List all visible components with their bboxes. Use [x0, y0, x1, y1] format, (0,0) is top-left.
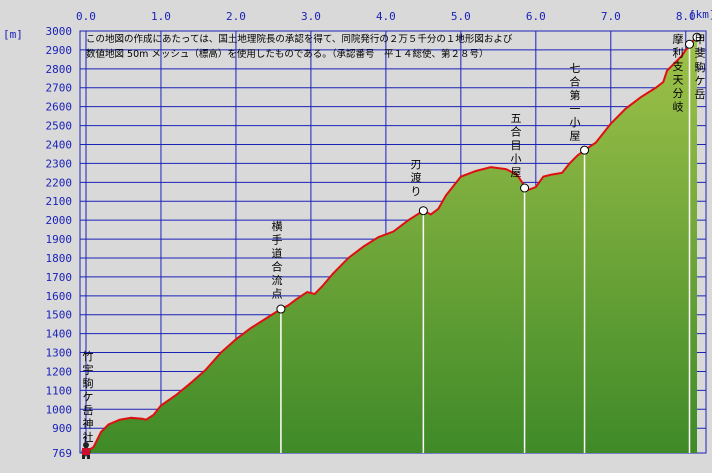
x-tick-label: 1.0	[151, 10, 171, 23]
hiker-icon	[82, 442, 90, 459]
annotation-char: 竹	[83, 349, 94, 363]
annotation-char: 岳	[83, 404, 94, 417]
annotation-char: 屋	[570, 130, 581, 143]
annotation-char: 宇	[83, 364, 94, 377]
y-tick-label: 1600	[46, 290, 73, 303]
annotation-char: ケ	[83, 391, 94, 404]
x-tick-label: 3.0	[301, 10, 321, 23]
y-tick-label: 1800	[46, 252, 73, 265]
y-tick-label: 1000	[46, 403, 73, 416]
y-tick-label: 1300	[46, 347, 73, 360]
y-tick-label: 2600	[46, 101, 73, 114]
notice-line: 数値地図 50m メッシュ（標高）を使用したものである。（承認番号 平１４総使、…	[86, 48, 489, 60]
annotation-char: 利	[673, 47, 684, 60]
x-tick-label: 0.0	[76, 10, 96, 23]
annotation-char: 道	[272, 246, 283, 260]
annotation-char: 摩	[673, 32, 684, 46]
annotation-char: 屋	[511, 166, 522, 179]
point-marker	[276, 304, 286, 314]
elevation-area	[85, 36, 698, 453]
annotation-char: 五	[511, 112, 522, 125]
annotation-char: ケ	[695, 75, 706, 88]
y-tick-label: 1500	[46, 309, 73, 322]
annotation-char: 合	[272, 260, 283, 274]
x-tick-label: 7.0	[601, 10, 621, 23]
annotation-char: 目	[511, 139, 522, 152]
annotation-char: 甲	[695, 33, 706, 46]
y-tick-label: 2800	[46, 63, 73, 76]
annotation-char: 駒	[695, 61, 706, 74]
annotation-char: 神	[83, 417, 94, 431]
annotation-char: 駒	[83, 377, 94, 390]
annotation-char: 支	[673, 60, 684, 73]
annotation-char: 渡	[411, 171, 422, 185]
y-tick-label: 1700	[46, 271, 73, 284]
y-tick-label: 769	[52, 447, 72, 460]
annotation-char: り	[411, 185, 422, 198]
x-tick-label: 5.0	[451, 10, 471, 23]
annotation-char: 小	[570, 116, 581, 129]
y-tick-label: 2400	[46, 138, 73, 151]
y-tick-label: 2300	[46, 157, 73, 170]
notice-line: この地図の作成にあたっては、国土地理院長の承認を得て、同院発行の２万５千分の１地…	[86, 33, 513, 45]
y-tick-label: 2000	[46, 214, 73, 227]
annotation-char: 七	[570, 62, 581, 75]
y-tick-label: 900	[52, 422, 72, 435]
annotation-char: 第	[570, 88, 581, 102]
y-tick-label: 2200	[46, 176, 73, 189]
map-approval-notice: この地図の作成にあたっては、国土地理院長の承認を得て、同院発行の２万５千分の１地…	[86, 33, 513, 60]
annotation-char: 分	[673, 87, 684, 100]
annotation-char: 小	[511, 153, 522, 166]
y-tick-label: 1200	[46, 365, 73, 378]
x-tick-label: 2.0	[226, 10, 246, 23]
point-marker	[580, 145, 590, 155]
annotation-char: 天	[673, 74, 684, 87]
y-tick-label: 2100	[46, 195, 73, 208]
x-tick-label: 4.0	[376, 10, 396, 23]
annotation-char: 刃	[411, 158, 422, 171]
point-marker	[520, 183, 530, 193]
annotation-char: 斐	[695, 47, 706, 60]
point-marker	[418, 206, 428, 216]
y-tick-label: 3000	[46, 25, 73, 38]
x-tick-label: 8.0	[676, 10, 696, 23]
point-marker	[692, 32, 702, 42]
annotation-char: 岳	[695, 88, 706, 101]
y-tick-label: 1100	[46, 384, 73, 397]
annotation-char: 点	[272, 288, 283, 301]
y-tick-label: 1900	[46, 233, 73, 246]
annotation-char: 社	[83, 430, 94, 444]
annotation-char: 合	[511, 125, 522, 139]
y-unit-label: [m]	[3, 28, 23, 41]
annotation-char: 流	[272, 273, 283, 287]
annotation-char: 手	[272, 233, 283, 247]
point-marker	[685, 39, 695, 49]
y-tick-label: 1400	[46, 328, 73, 341]
annotation-char: 岐	[673, 101, 684, 114]
annotation-char: 合	[570, 75, 581, 89]
x-tick-label: 6.0	[526, 10, 546, 23]
annotation-char: 横	[272, 219, 283, 233]
annotation-char: 一	[570, 103, 581, 116]
y-tick-label: 2900	[46, 44, 73, 57]
x-unit-label: [km]	[689, 8, 712, 21]
y-tick-label: 2500	[46, 120, 73, 133]
y-tick-label: 2700	[46, 82, 73, 95]
